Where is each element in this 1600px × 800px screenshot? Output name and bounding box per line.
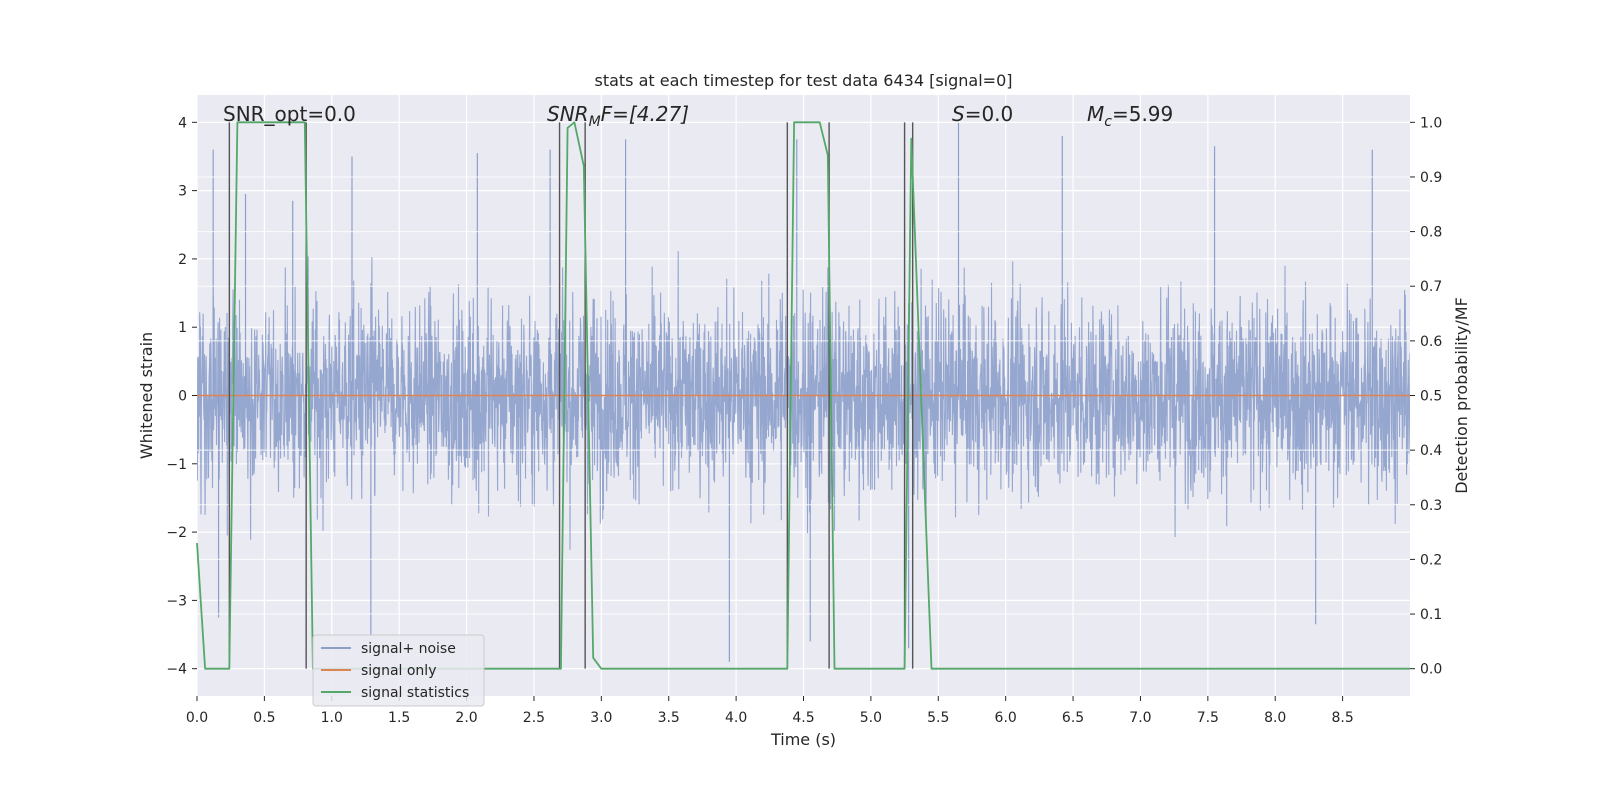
left-y-tick-label: 4 (178, 115, 187, 131)
signal-statistics-series (196, 121, 1410, 670)
annotation-snr-opt: SNR_opt=0.0 (223, 102, 356, 126)
x-tick-label: 3.5 (658, 710, 680, 726)
x-tick-label: 6.0 (995, 710, 1017, 726)
left-y-tick-label: −3 (166, 593, 187, 609)
right-y-tick-label: 0.3 (1420, 498, 1442, 514)
x-tick-label: 5.0 (860, 710, 882, 726)
left-y-tick-label: 2 (178, 252, 187, 268)
right-y-tick-label: 0.0 (1420, 662, 1442, 678)
annotation-mc-base: M (1087, 102, 1104, 126)
right-y-axis-label: Detection probability/MF (1452, 297, 1471, 494)
annotation-s-rest: =0.0 (965, 102, 1014, 126)
x-tick-label: 0.5 (253, 710, 275, 726)
annotation-s: S=0.0 (952, 102, 1013, 126)
right-y-axis-ticks: 0.0 0.1 0.2 0.3 0.4 0.5 0.6 0.7 0.8 0.9 1.0 (1410, 115, 1442, 678)
signal-noise-line (197, 251, 1410, 550)
left-y-tick-label: 3 (178, 184, 187, 200)
right-y-tick-label: 0.8 (1420, 225, 1442, 241)
legend-label: signal+ noise (361, 641, 456, 657)
annotation-mc-rest: =5.99 (1112, 102, 1173, 126)
annotation-snr-mf-base: SNR (547, 102, 589, 126)
left-y-tick-label: −2 (166, 525, 187, 541)
x-tick-label: 0.0 (186, 710, 208, 726)
annotation-snr-mf-rest: F=[4.27] (601, 102, 689, 126)
annotation-mc: Mc=5.99 (1087, 102, 1173, 130)
x-tick-label: 5.5 (927, 710, 949, 726)
annotation-snr-mf: SNRMF=[4.27] (547, 102, 689, 130)
x-axis-label: Time (s) (770, 730, 836, 749)
legend-label: signal statistics (361, 685, 469, 701)
right-y-tick-label: 0.4 (1420, 443, 1442, 459)
x-tick-label: 2.0 (455, 710, 477, 726)
right-y-tick-label: 0.5 (1420, 389, 1442, 405)
left-y-tick-label: −4 (166, 662, 187, 678)
x-tick-label: 8.5 (1331, 710, 1353, 726)
x-tick-label: 4.0 (725, 710, 747, 726)
x-tick-label: 7.5 (1197, 710, 1219, 726)
left-y-tick-label: −1 (166, 457, 187, 473)
annotation-snr-mf-sub: M (589, 114, 601, 130)
legend-box (312, 634, 485, 707)
x-tick-label: 6.5 (1062, 710, 1084, 726)
x-tick-label: 4.5 (792, 710, 814, 726)
legend: signal+ noise signal only signal statistic… (312, 634, 485, 707)
x-tick-label: 1.0 (321, 710, 343, 726)
chart-title: stats at each timestep for test data 643… (594, 71, 1012, 90)
left-y-axis-ticks: −4 −3 −2 −1 0 1 2 3 4 (166, 115, 197, 678)
x-axis-ticks: 0.0 0.5 1.0 1.5 2.0 2.5 3.0 3.5 4.0 4.5 5.0 5.5 6.0 6… (186, 696, 1354, 726)
signal-noise-series (197, 122, 1410, 662)
right-y-tick-label: 0.2 (1420, 552, 1442, 568)
right-y-tick-label: 0.7 (1420, 279, 1442, 295)
right-y-tick-label: 0.6 (1420, 334, 1442, 350)
x-tick-label: 2.5 (523, 710, 545, 726)
legend-label: signal only (361, 663, 436, 679)
x-tick-label: 1.5 (388, 710, 410, 726)
x-tick-label: 8.0 (1264, 710, 1286, 726)
x-tick-label: 7.0 (1129, 710, 1151, 726)
right-y-tick-label: 0.1 (1420, 607, 1442, 623)
x-tick-label: 3.0 (590, 710, 612, 726)
left-y-axis-label: Whitened strain (137, 332, 156, 459)
right-y-tick-label: 0.9 (1420, 170, 1442, 186)
signal-statistics-line (196, 121, 1410, 670)
left-y-tick-label: 1 (178, 320, 187, 336)
annotation-mc-sub: c (1104, 114, 1112, 130)
right-y-tick-label: 1.0 (1420, 115, 1442, 131)
annotation-s-label: S (952, 102, 965, 126)
left-y-tick-label: 0 (178, 389, 187, 405)
